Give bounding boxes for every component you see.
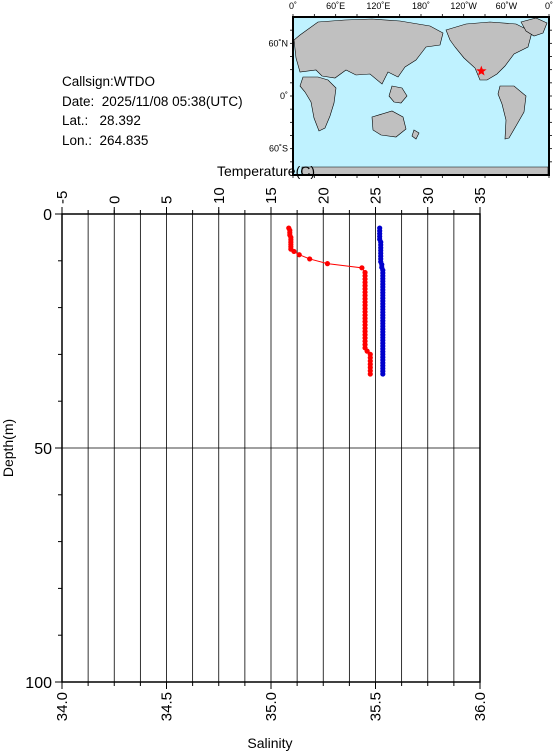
temperature-tick-label: 30 [420,187,437,204]
temperature-ticks: -5 0 5 10 15 20 25 30 35 [54,187,489,214]
date-label: Date: [62,93,95,109]
map-frame [290,14,552,178]
salinity-tick-label: 36.0 [472,692,489,721]
lat-row: Lat.: 28.392 [62,111,243,131]
lon-label: Lon.: [62,132,93,148]
depth-tick-label: 100 [25,675,52,692]
date-row: Date: 2025/11/08 05:38(UTC) [62,92,243,112]
temperature-axis-title: Temperature(C) [217,163,315,179]
map-lon-label: 120˚W [450,1,477,11]
data-point [367,371,373,377]
map-lon-label: 0˚ [545,1,553,11]
map-lon-label: 60˚W [496,1,518,11]
station-info: Callsign:WTDO Date: 2025/11/08 05:38(UTC… [62,72,243,150]
map-lat-label: 60˚S [269,144,288,154]
series-0 [286,225,373,377]
map-land [293,17,549,176]
temperature-tick-label: 0 [106,196,123,204]
station-star [476,65,487,76]
world-map: 0˚ 60˚E 120˚E 180˚ 120˚W 60˚W 0˚ 60˚N 0˚ 60˚S [268,1,553,178]
station-marker [476,65,487,76]
map-lon-label: 120˚E [366,1,390,11]
data-point [307,256,313,262]
temperature-tick-label: 15 [263,187,280,204]
depth-ticks: 0 50 100 [25,207,62,692]
map-lon-labels: 0˚ 60˚E 120˚E 180˚ 120˚W 60˚W 0˚ [289,1,553,11]
salinity-ticks: 34.0 34.5 35.0 35.5 36.0 [54,682,489,721]
temperature-tick-label: 10 [211,187,228,204]
callsign-row: Callsign:WTDO [62,72,243,92]
data-point [291,248,297,255]
series-line [288,227,371,375]
map-lat-label: 60˚N [268,38,288,48]
series-layer [286,225,386,377]
depth-axis-title: Depth(m) [0,419,16,477]
lat-value: 28.392 [99,113,141,128]
salinity-tick-label: 35.5 [368,692,385,721]
land-shape [445,21,533,81]
map-lat-labels: 60˚N 0˚ 60˚S [268,38,288,153]
lat-label: Lat.: [62,113,89,128]
temperature-tick-label: 20 [315,187,332,204]
lon-row: Lon.: 264.835 [62,131,243,151]
salinity-tick-label: 34.0 [54,692,71,721]
temperature-tick-label: 25 [368,187,385,204]
data-point [364,348,370,354]
map-lon-label: 0˚ [289,1,297,11]
series-1 [377,225,386,377]
map-lon-label: 180˚ [412,1,430,11]
land-shape [293,18,444,85]
temperature-tick-label: 5 [159,196,176,204]
data-point [324,261,331,267]
map-lat-label: 0˚ [280,91,288,101]
salinity-tick-label: 35.0 [263,692,280,721]
depth-tick-label: 0 [43,207,52,224]
date-value: 2025/11/08 05:38(UTC) [101,93,243,109]
land-shape [497,85,527,140]
temperature-tick-label: 35 [472,187,489,204]
data-point [296,252,302,258]
map-lon-label: 60˚E [326,1,345,11]
land-shape [299,76,337,132]
salinity-tick-label: 34.5 [159,692,176,721]
salinity-axis-title: Salinity [247,735,292,751]
temperature-tick-label: -5 [54,191,71,204]
data-point [380,371,386,377]
land-shape [371,110,407,138]
callsign-value: WTDO [113,74,156,89]
land-shape [388,85,408,104]
land-shape [411,129,420,140]
data-point [359,265,365,271]
lon-value: 264.835 [99,132,149,148]
depth-tick-label: 50 [34,441,52,458]
callsign-label: Callsign: [62,74,114,89]
